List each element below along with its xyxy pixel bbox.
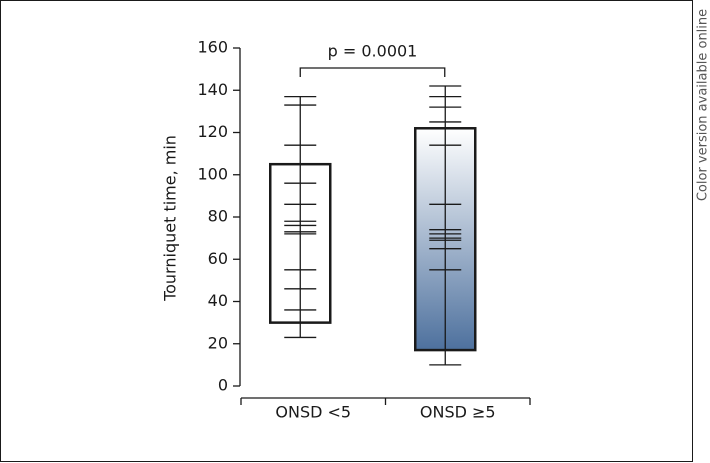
annotation: p = 0.0001 [328,42,418,61]
x-tick-label: ONSD <5 [275,403,351,422]
y-tick-label: 20 [208,333,228,352]
y-tick-label: 160 [197,38,228,57]
x-tick-label: ONSD ≥5 [420,403,496,422]
y-axis-label: Tourniquet time, min [161,135,180,302]
frame [0,0,693,462]
y-tick-label: 80 [208,207,228,226]
side-note: Color version available online [696,9,710,201]
y-tick-label: 120 [197,122,228,141]
y-tick-label: 100 [197,164,228,183]
bracket [299,67,446,77]
y-tick-label: 0 [218,376,228,395]
y-tick-label: 140 [197,80,228,99]
y-tick-label: 40 [208,291,228,310]
y-tick-label: 60 [208,249,228,268]
